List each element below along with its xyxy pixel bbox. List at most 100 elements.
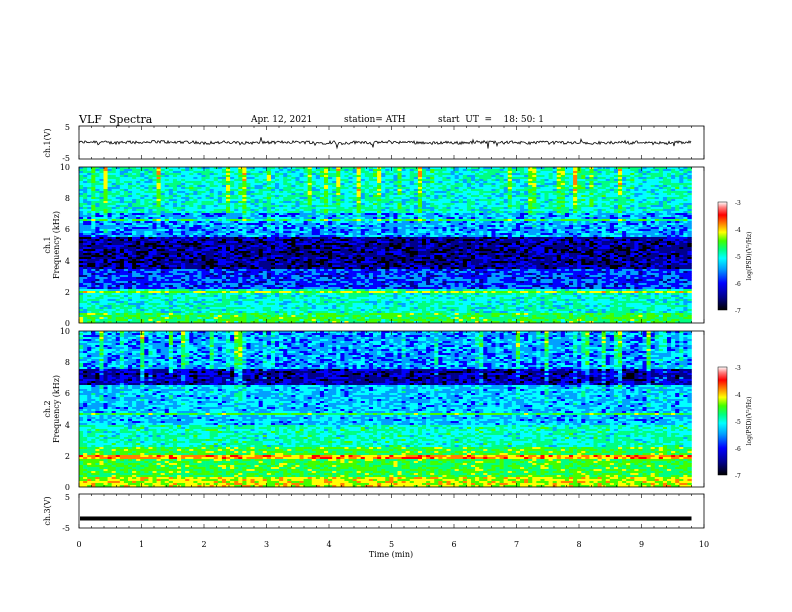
heatmap-cell	[430, 171, 434, 173]
heatmap-cell	[336, 179, 340, 181]
heatmap-cell	[540, 185, 544, 187]
heatmap-cell	[206, 189, 210, 191]
heatmap-cell	[638, 181, 642, 183]
heatmap-cell	[365, 173, 369, 175]
heatmap-cell	[218, 185, 222, 187]
heatmap-cell	[418, 183, 422, 185]
heatmap-cell	[104, 191, 108, 193]
heatmap-cell	[410, 191, 414, 193]
heatmap-cell	[108, 183, 112, 185]
heatmap-cell	[455, 171, 459, 173]
heatmap-cell	[222, 187, 226, 189]
heatmap-cell	[242, 169, 246, 171]
heatmap-cell	[561, 175, 565, 177]
heatmap-cell	[173, 183, 177, 185]
heatmap-cell	[300, 187, 304, 189]
heatmap-cell	[381, 175, 385, 177]
heatmap-cell	[557, 177, 561, 179]
heatmap-cell	[83, 175, 87, 177]
heatmap-cell	[406, 171, 410, 173]
heatmap-cell	[340, 169, 344, 171]
heatmap-cell	[324, 173, 328, 175]
heatmap-cell	[687, 181, 691, 183]
heatmap-cell	[353, 191, 357, 193]
heatmap-cell	[598, 191, 602, 193]
heatmap-cell	[659, 191, 663, 193]
heatmap-cell	[128, 187, 132, 189]
heatmap-cell	[124, 187, 128, 189]
heatmap-cell	[647, 175, 651, 177]
heatmap-cell	[83, 193, 87, 195]
heatmap-cell	[238, 169, 242, 171]
heatmap-cell	[185, 181, 189, 183]
heatmap-cell	[95, 169, 99, 171]
heatmap-cell	[263, 193, 267, 195]
heatmap-cell	[393, 169, 397, 171]
heatmap-cell	[393, 175, 397, 177]
heatmap-cell	[545, 171, 549, 173]
heatmap-cell	[459, 173, 463, 175]
heatmap-cell	[120, 171, 124, 173]
heatmap-cell	[418, 181, 422, 183]
heatmap-cell	[181, 177, 185, 179]
heatmap-cell	[99, 181, 103, 183]
heatmap-cell	[426, 185, 430, 187]
heatmap-cell	[434, 169, 438, 171]
heatmap-cell	[202, 189, 206, 191]
heatmap-cell	[300, 179, 304, 181]
heatmap-cell	[161, 187, 165, 189]
heatmap-cell	[165, 187, 169, 189]
heatmap-cell	[340, 179, 344, 181]
heatmap-cell	[136, 191, 140, 193]
heatmap-cell	[475, 171, 479, 173]
heatmap-cell	[422, 173, 426, 175]
heatmap-cell	[528, 181, 532, 183]
heatmap-cell	[271, 185, 275, 187]
heatmap-cell	[116, 185, 120, 187]
heatmap-cell	[332, 189, 336, 191]
heatmap-cell	[638, 175, 642, 177]
heatmap-cell	[328, 191, 332, 193]
heatmap-cell	[512, 175, 516, 177]
heatmap-cell	[104, 181, 108, 183]
heatmap-cell	[251, 193, 255, 195]
heatmap-cell	[108, 173, 112, 175]
heatmap-cell	[483, 185, 487, 187]
heatmap-cell	[226, 191, 230, 193]
heatmap-cell	[545, 169, 549, 171]
heatmap-cell	[185, 191, 189, 193]
heatmap-cell	[104, 193, 108, 195]
heatmap-cell	[189, 181, 193, 183]
heatmap-cell	[177, 177, 181, 179]
heatmap-cell	[197, 191, 201, 193]
heatmap-cell	[610, 191, 614, 193]
heatmap-cell	[451, 173, 455, 175]
heatmap-cell	[177, 183, 181, 185]
heatmap-cell	[230, 171, 234, 173]
heatmap-cell	[389, 177, 393, 179]
heatmap-cell	[300, 169, 304, 171]
heatmap-cell	[304, 183, 308, 185]
heatmap-cell	[218, 171, 222, 173]
heatmap-cell	[267, 171, 271, 173]
heatmap-cell	[643, 179, 647, 181]
heatmap-cell	[300, 183, 304, 185]
heatmap-cell	[324, 191, 328, 193]
heatmap-cell	[210, 189, 214, 191]
heatmap-cell	[540, 189, 544, 191]
heatmap-cell	[393, 183, 397, 185]
heatmap-cell	[124, 185, 128, 187]
heatmap-cell	[128, 171, 132, 173]
heatmap-cell	[475, 187, 479, 189]
heatmap-cell	[324, 185, 328, 187]
heatmap-cell	[251, 175, 255, 177]
heatmap-cell	[173, 189, 177, 191]
heatmap-cell	[683, 169, 687, 171]
heatmap-cell	[132, 185, 136, 187]
heatmap-cell	[393, 171, 397, 173]
heatmap-cell	[516, 183, 520, 185]
heatmap-cell	[626, 175, 630, 177]
heatmap-cell	[79, 171, 83, 173]
heatmap-cell	[630, 169, 634, 171]
heatmap-cell	[169, 183, 173, 185]
